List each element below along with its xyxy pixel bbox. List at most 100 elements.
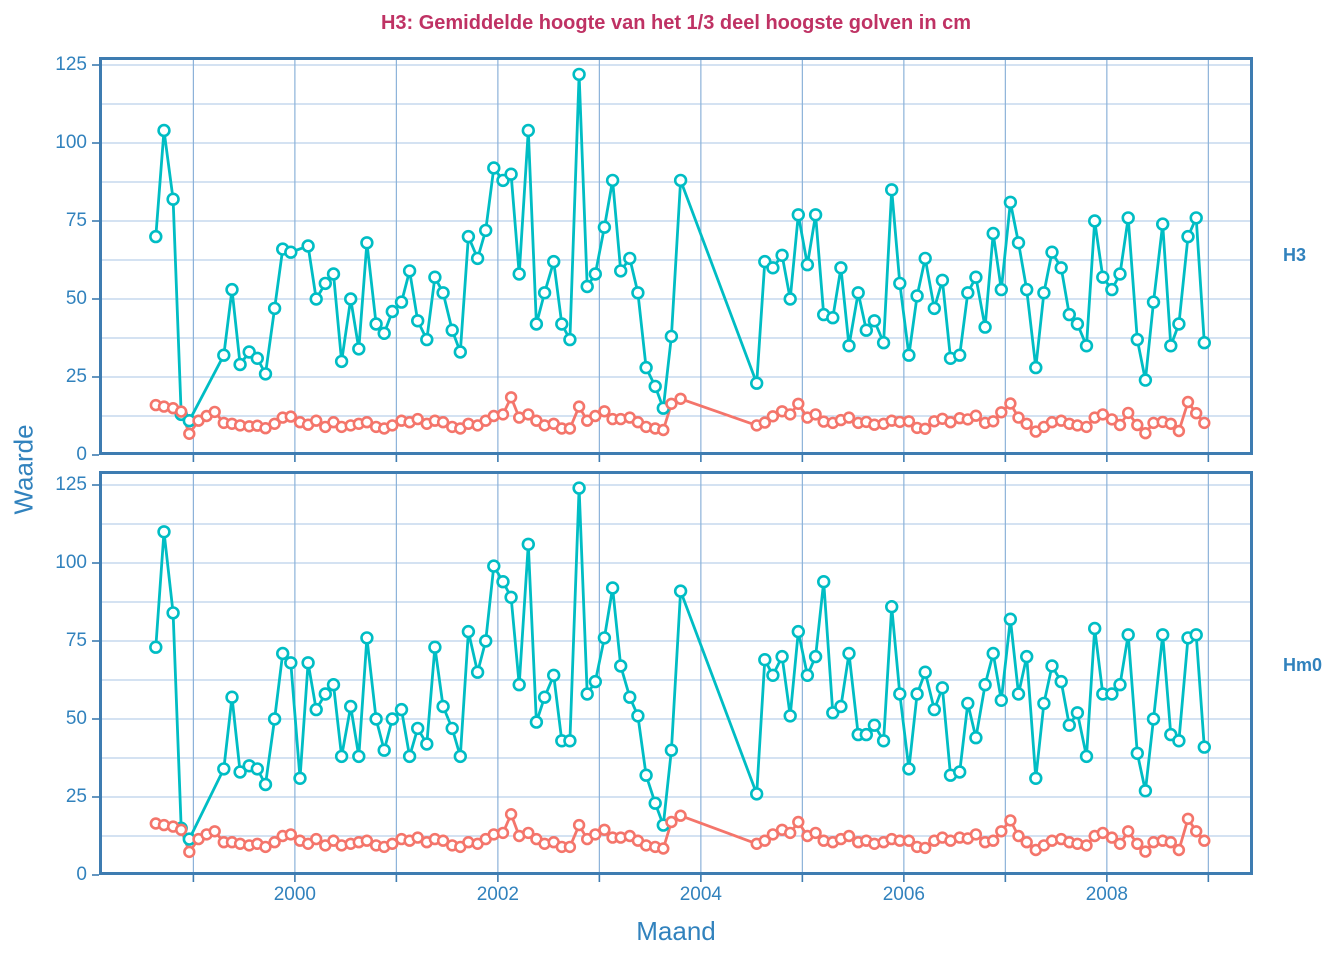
- data-point-marker: [808, 208, 823, 222]
- data-point-marker: [842, 339, 856, 353]
- data-point-marker: [673, 584, 688, 598]
- data-point-marker: [995, 825, 1008, 838]
- data-point-marker: [572, 818, 586, 832]
- data-point-marker: [360, 834, 374, 847]
- x-tick-label: 2008: [1085, 884, 1128, 905]
- data-point-marker: [664, 743, 679, 757]
- data-point-marker: [952, 765, 967, 779]
- data-point-marker: [310, 832, 323, 846]
- data-point-marker: [1113, 267, 1127, 281]
- data-point-marker: [910, 687, 924, 701]
- data-point-marker: [902, 762, 916, 776]
- data-point-marker: [1037, 696, 1051, 711]
- data-point-marker: [826, 311, 840, 325]
- data-point-marker: [1155, 628, 1170, 642]
- data-point-marker: [183, 427, 196, 440]
- data-point-marker: [334, 354, 349, 369]
- x-axis-label: Maand: [636, 916, 716, 946]
- data-point-marker: [791, 208, 805, 222]
- data-point-marker: [673, 173, 688, 188]
- data-point-marker: [386, 837, 399, 850]
- data-point-marker: [276, 646, 290, 661]
- data-point-marker: [1080, 839, 1093, 852]
- data-point-marker: [1011, 236, 1026, 250]
- data-point-marker: [1138, 784, 1153, 798]
- data-point-marker: [1172, 734, 1186, 748]
- data-point-marker: [445, 721, 459, 736]
- data-point-marker: [1164, 339, 1178, 353]
- data-point-marker: [910, 289, 924, 303]
- data-point-marker: [1087, 621, 1102, 636]
- data-point-marker: [1004, 397, 1017, 410]
- data-point-marker: [623, 690, 637, 704]
- data-point-marker: [580, 687, 594, 701]
- data-point-marker: [1004, 814, 1017, 827]
- data-point-marker: [267, 301, 282, 316]
- data-point-marker: [1198, 834, 1211, 847]
- data-point-marker: [385, 712, 399, 726]
- data-point-marker: [842, 646, 856, 661]
- data-point-marker: [310, 414, 323, 427]
- data-point-marker: [859, 323, 873, 337]
- data-point-marker: [1121, 406, 1135, 420]
- data-point-marker: [318, 687, 333, 701]
- data-point-marker: [648, 379, 662, 394]
- data-point-marker: [1080, 420, 1093, 434]
- data-point-marker: [259, 840, 272, 854]
- y-tick-label: 25: [65, 366, 87, 387]
- data-point-marker: [504, 167, 518, 181]
- data-point-marker: [1096, 408, 1109, 421]
- data-point-marker: [512, 678, 526, 692]
- data-point-marker: [360, 236, 374, 250]
- data-point-marker: [268, 417, 281, 430]
- panel-label-h3: H3: [1283, 245, 1307, 265]
- data-point-marker: [1146, 712, 1161, 726]
- data-point-marker: [385, 304, 399, 319]
- data-point-marker: [834, 261, 848, 275]
- data-point-marker: [1029, 360, 1043, 375]
- data-point-marker: [1121, 211, 1135, 225]
- data-point-marker: [1189, 407, 1203, 420]
- x-tick-label: 2004: [679, 884, 722, 905]
- data-point-marker: [884, 600, 899, 614]
- y-tick-label: 125: [55, 54, 87, 75]
- data-point-marker: [834, 699, 848, 714]
- data-point-marker: [664, 329, 679, 344]
- data-point-marker: [1029, 771, 1043, 785]
- data-point-marker: [674, 809, 687, 822]
- data-point-marker: [1079, 749, 1094, 764]
- data-point-marker: [411, 314, 425, 328]
- data-point-marker: [436, 286, 450, 300]
- data-point-marker: [1130, 746, 1145, 760]
- data-point-marker: [1019, 282, 1034, 297]
- data-point-marker: [749, 376, 764, 390]
- data-point-marker: [986, 646, 1000, 661]
- data-point-marker: [420, 737, 434, 751]
- data-point-marker: [461, 229, 476, 244]
- data-point-marker: [233, 765, 247, 779]
- data-point-marker: [470, 665, 485, 679]
- data-point-marker: [800, 258, 815, 272]
- data-point-marker: [504, 590, 518, 605]
- data-point-marker: [1172, 317, 1186, 331]
- data-point-marker: [978, 320, 992, 334]
- data-point-marker: [547, 254, 561, 269]
- data-point-marker: [1172, 424, 1186, 438]
- data-point-marker: [665, 397, 678, 410]
- data-point-marker: [935, 681, 950, 695]
- data-point-marker: [1113, 837, 1127, 850]
- data-point-marker: [902, 834, 916, 847]
- data-point-marker: [588, 674, 602, 689]
- data-point-marker: [563, 734, 577, 748]
- data-point-marker: [918, 841, 932, 855]
- data-point-marker: [461, 624, 476, 639]
- panel-hm0-plot: [92, 471, 1253, 882]
- data-point-marker: [166, 192, 180, 206]
- data-point-marker: [961, 286, 975, 300]
- data-point-marker: [301, 239, 315, 253]
- data-point-marker: [496, 826, 510, 840]
- data-point-marker: [589, 409, 602, 423]
- data-point-marker: [267, 712, 282, 726]
- data-point-marker: [1155, 217, 1170, 231]
- data-point-marker: [344, 699, 358, 714]
